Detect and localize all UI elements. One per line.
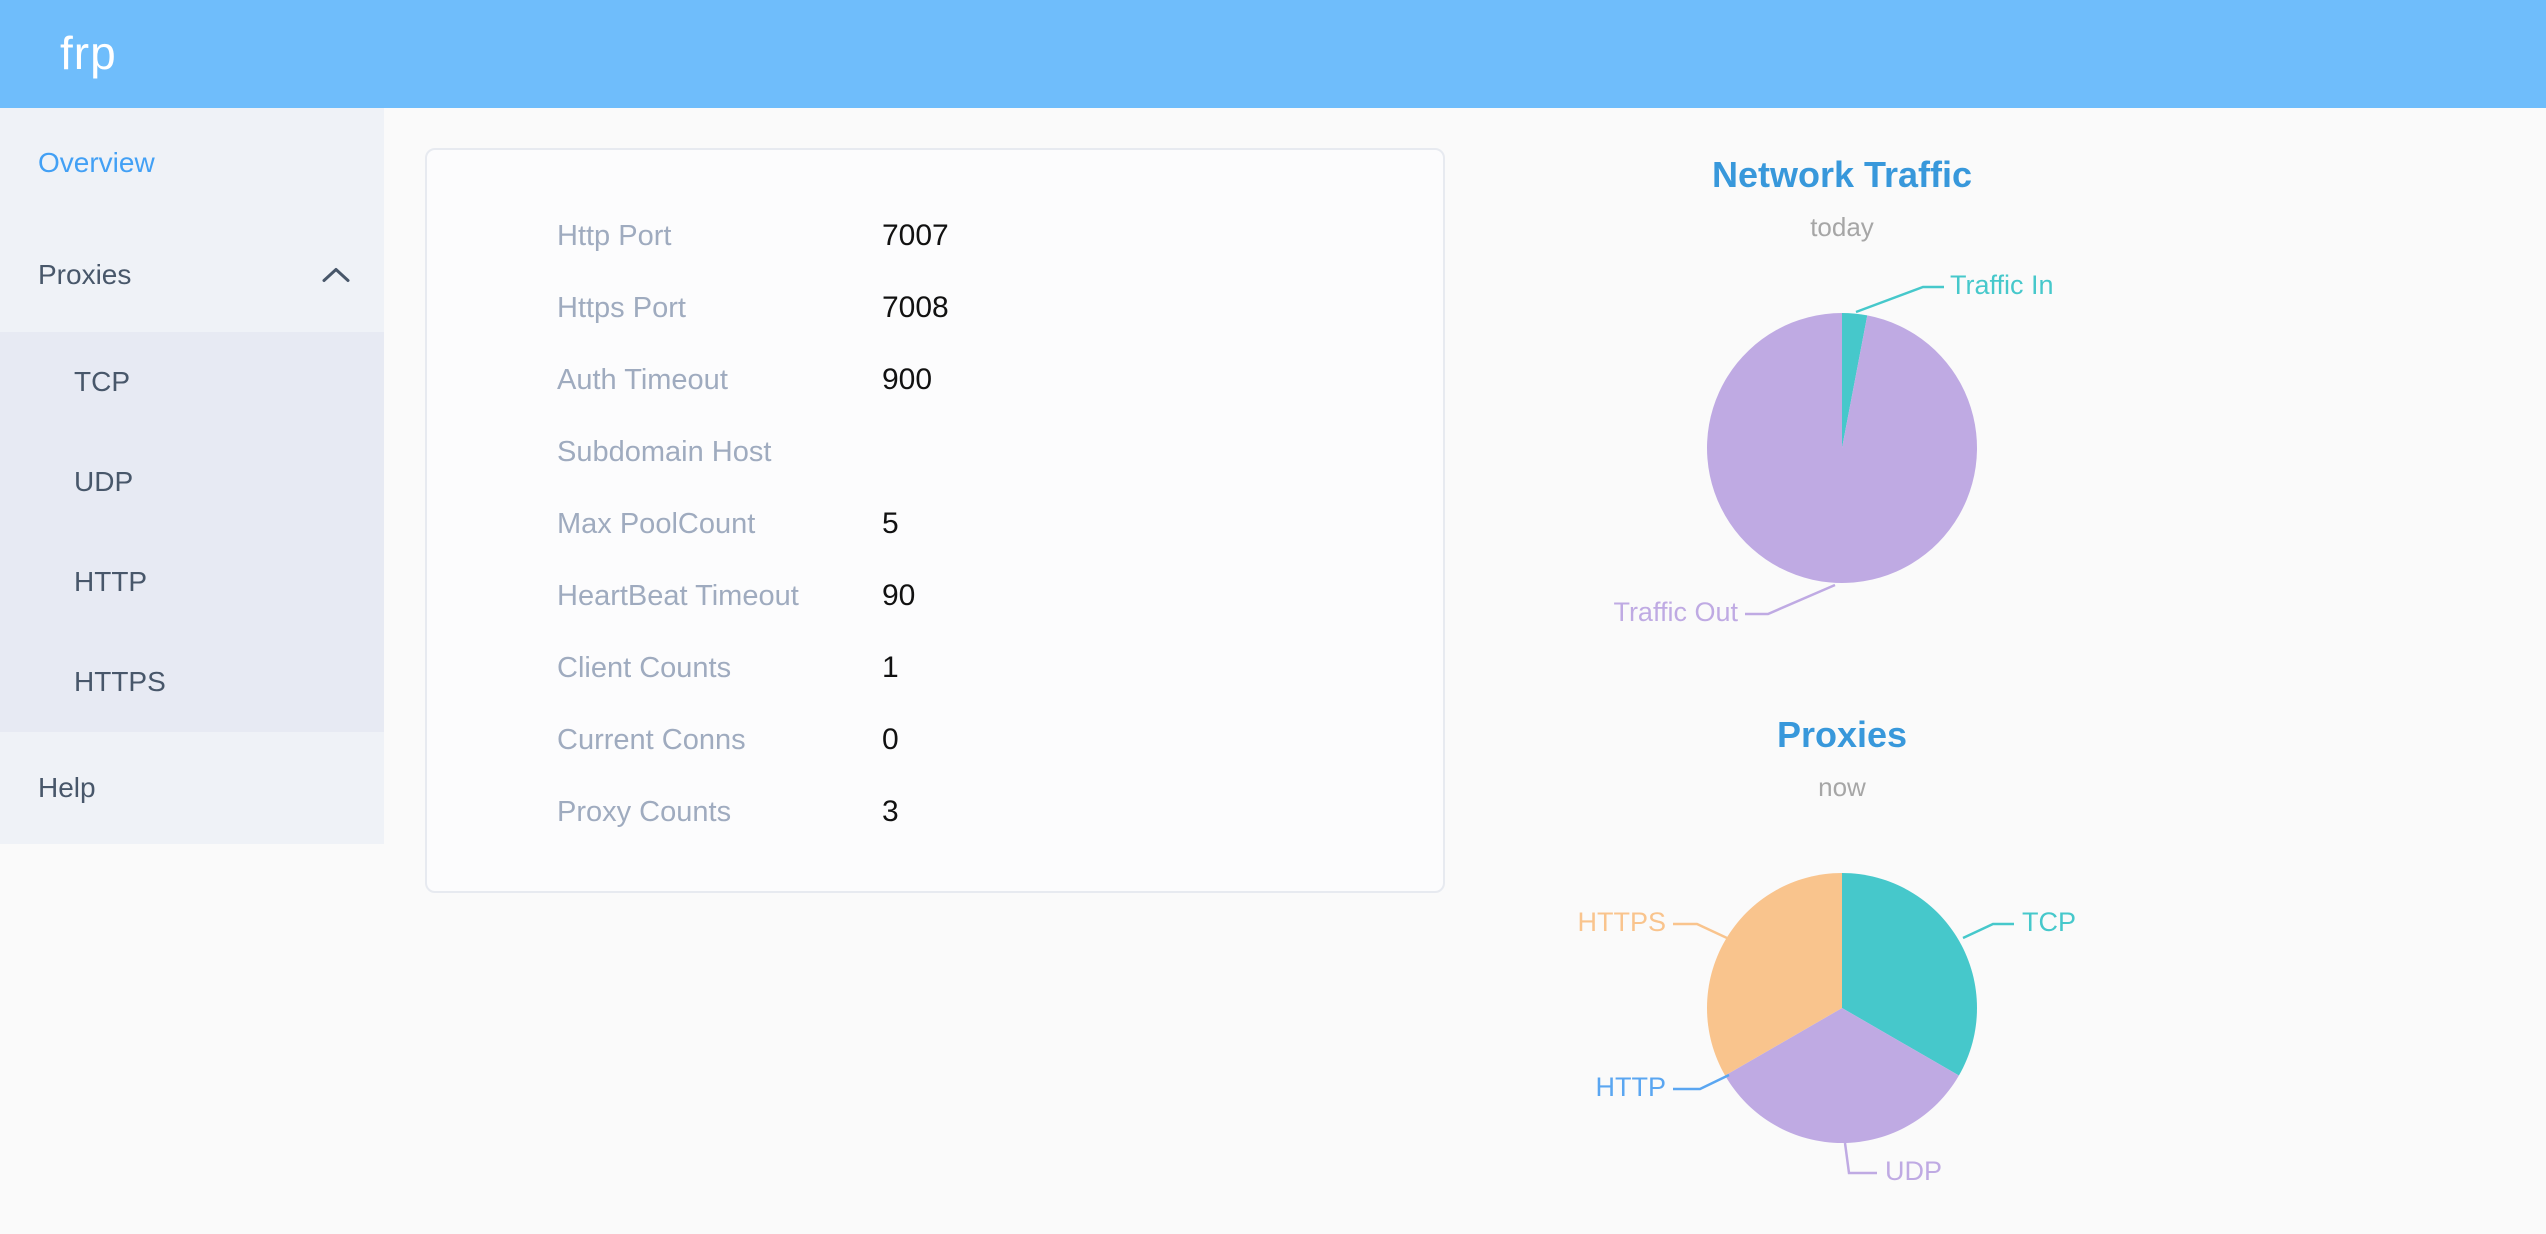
table-row: Max PoolCount 5 <box>427 488 1443 560</box>
sidebar-item-label: TCP <box>74 366 130 397</box>
row-label: Proxy Counts <box>557 795 732 828</box>
proxies-chart: Proxies now TCP HTTPS HTTP UDP <box>1442 690 2242 1234</box>
leader-line-traffic-in <box>1855 285 1944 314</box>
chart-title: Proxies <box>1776 714 1908 755</box>
leader-line-udp <box>1843 1142 1877 1175</box>
table-row: Proxy Counts 3 <box>427 776 1443 848</box>
sidebar-item-overview[interactable]: Overview <box>0 113 384 213</box>
sidebar-item-https[interactable]: HTTPS <box>0 632 384 732</box>
row-value: 7007 <box>882 219 949 252</box>
pie-slice-https[interactable] <box>1707 873 1842 1076</box>
app-header: frp <box>0 0 2546 108</box>
chevron-up-icon <box>322 268 350 282</box>
pie-label-udp: UDP <box>1885 1156 1942 1186</box>
table-row: Client Counts 1 <box>427 632 1443 704</box>
row-value: 3 <box>882 795 899 828</box>
row-label: Max PoolCount <box>557 507 756 540</box>
leader-line-traffic-out <box>1745 583 1836 616</box>
sidebar-item-http[interactable]: HTTP <box>0 532 384 632</box>
row-label: Auth Timeout <box>557 363 728 396</box>
table-row: Auth Timeout 900 <box>427 344 1443 416</box>
table-row: HeartBeat Timeout 90 <box>427 560 1443 632</box>
pie-slice-udp[interactable] <box>1725 1008 1959 1143</box>
network-traffic-chart: Network Traffic today Traffic In Traffic… <box>1442 130 2242 690</box>
pie-label-tcp: TCP <box>2022 907 2076 937</box>
row-value: 5 <box>882 507 899 540</box>
leader-line-http <box>1673 1073 1730 1091</box>
row-value: 1 <box>882 651 899 684</box>
chart-subtitle: now <box>1818 772 1866 802</box>
row-value: 900 <box>882 363 933 396</box>
row-label: Subdomain Host <box>557 435 772 468</box>
sidebar-item-label: HTTP <box>74 566 148 597</box>
sidebar-item-label: Proxies <box>38 259 132 290</box>
leader-line-tcp <box>1962 922 2014 940</box>
row-label: Client Counts <box>557 651 732 684</box>
app-logo: frp <box>60 27 117 79</box>
chart-title: Network Traffic <box>1711 154 1973 195</box>
server-info-card: Http Port 7007 Https Port 7008 Auth Time… <box>425 148 1445 893</box>
server-info-table: Http Port 7007 Https Port 7008 Auth Time… <box>427 200 1443 848</box>
sidebar-item-proxies[interactable]: Proxies <box>0 225 384 325</box>
row-label: Current Conns <box>557 723 746 756</box>
row-label: HeartBeat Timeout <box>557 579 799 612</box>
table-row: Current Conns 0 <box>427 704 1443 776</box>
row-value: 90 <box>882 579 916 612</box>
pie-label-traffic-in: Traffic In <box>1950 270 2054 300</box>
sidebar-item-tcp[interactable]: TCP <box>0 332 384 432</box>
chart-subtitle: today <box>1810 212 1874 242</box>
sidebar-item-label: Help <box>38 772 96 803</box>
pie-label-https: HTTPS <box>1577 907 1666 937</box>
sidebar-item-label: UDP <box>74 466 134 497</box>
row-label: Http Port <box>557 219 672 252</box>
pie-slice-traffic-in[interactable] <box>1842 313 1868 448</box>
sidebar-item-udp[interactable]: UDP <box>0 432 384 532</box>
leader-line-https <box>1673 922 1728 940</box>
sidebar-submenu-proxies: TCP UDP HTTP HTTPS <box>0 332 384 732</box>
sidebar-item-label: HTTPS <box>74 666 166 697</box>
pie-label-traffic-out: Traffic Out <box>1613 597 1738 627</box>
sidebar: Overview Proxies TCP UDP HTTP HTTPS Help <box>0 108 384 844</box>
row-value: 0 <box>882 723 899 756</box>
pie-slice-traffic-out[interactable] <box>1707 313 1978 583</box>
row-value: 7008 <box>882 291 949 324</box>
sidebar-item-help[interactable]: Help <box>0 738 384 838</box>
table-row: Http Port 7007 <box>427 200 1443 272</box>
row-label: Https Port <box>557 291 686 324</box>
table-row: Subdomain Host <box>427 416 1443 488</box>
table-row: Https Port 7008 <box>427 272 1443 344</box>
pie-label-http: HTTP <box>1596 1072 1667 1102</box>
pie-slice-tcp[interactable] <box>1842 873 1977 1076</box>
sidebar-item-label: Overview <box>38 147 155 178</box>
